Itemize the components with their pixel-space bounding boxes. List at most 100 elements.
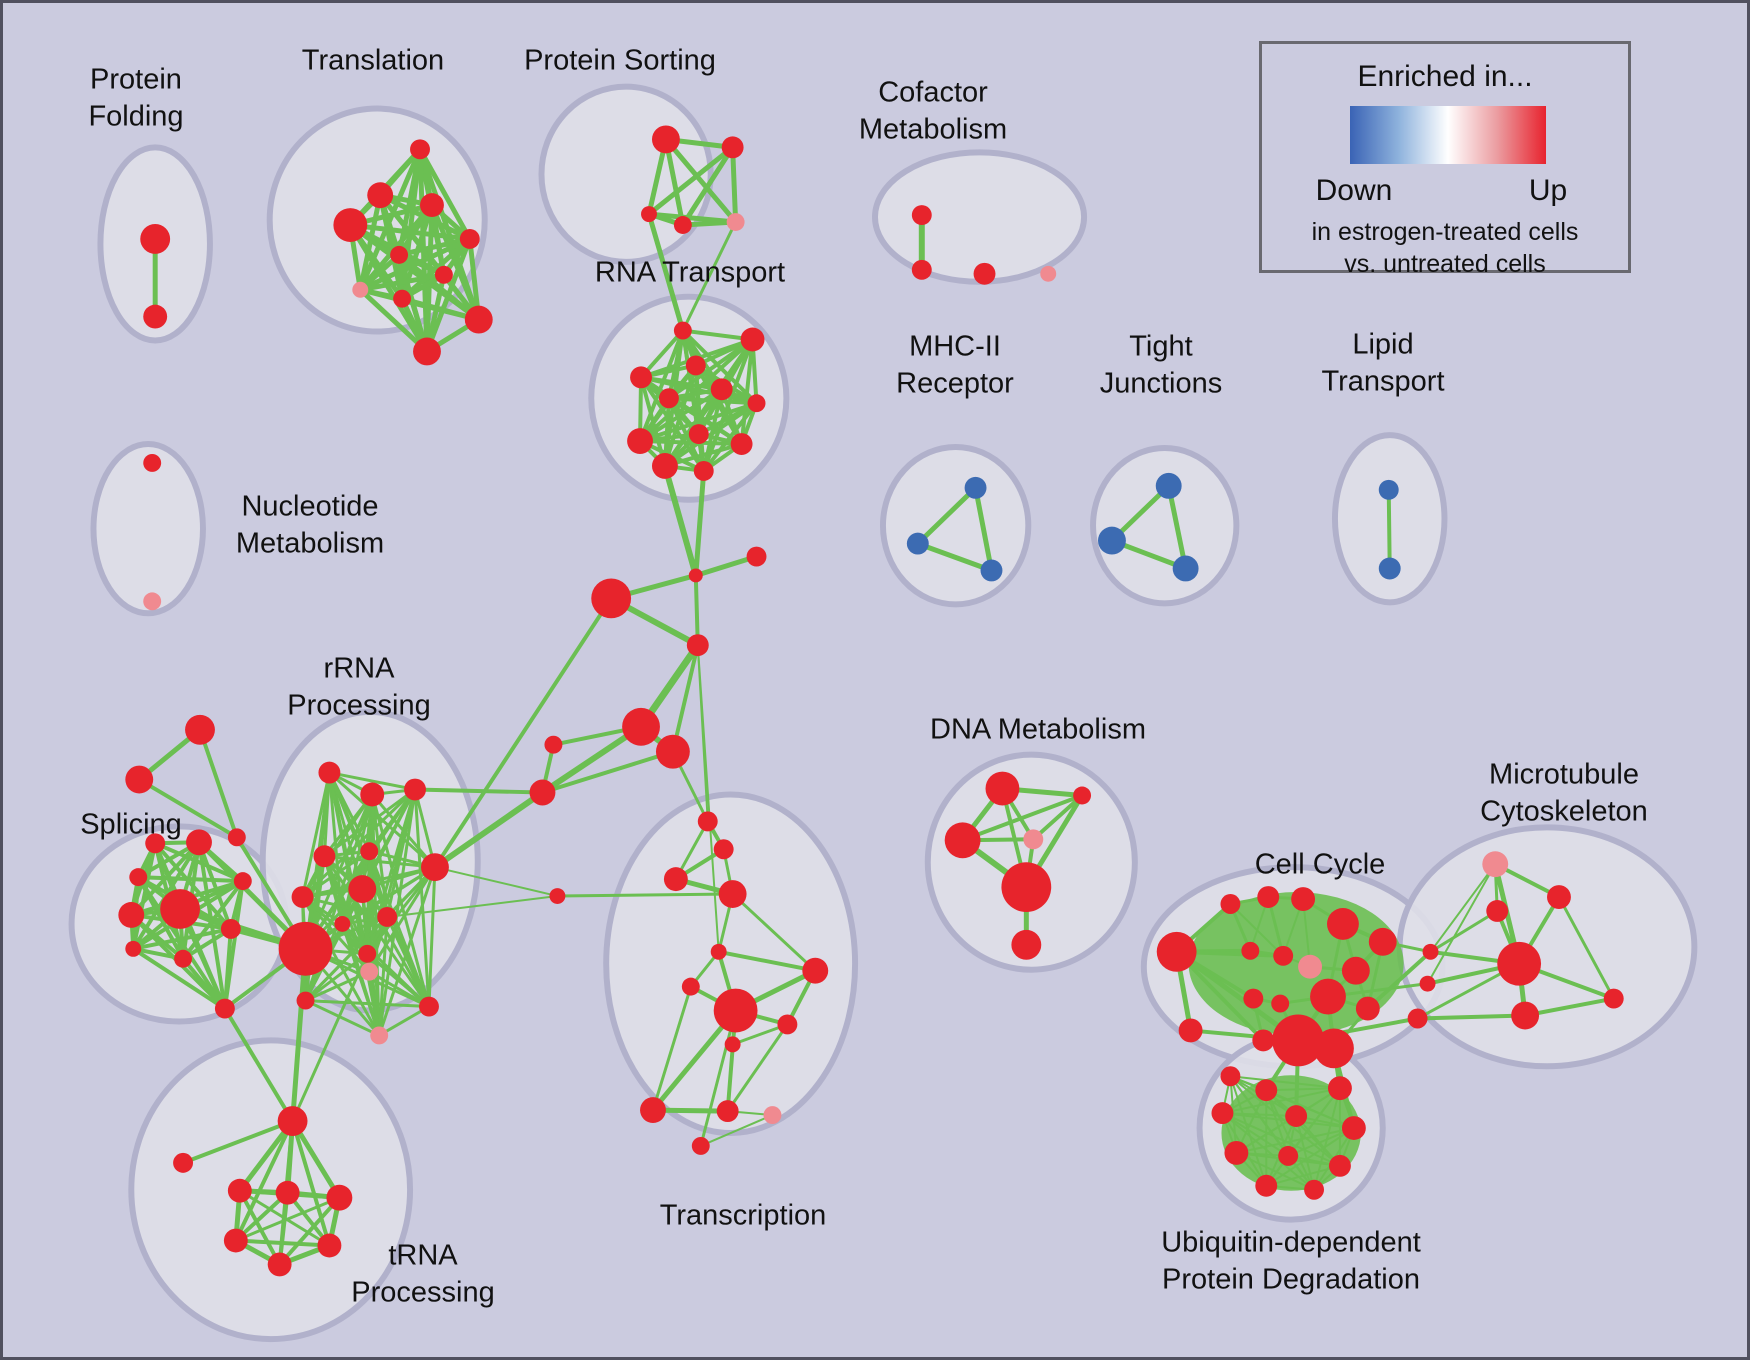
gene-set-node[interactable] bbox=[360, 962, 379, 981]
gene-set-node[interactable] bbox=[1257, 886, 1280, 908]
gene-set-node[interactable] bbox=[390, 245, 409, 264]
gene-set-node[interactable] bbox=[278, 921, 333, 976]
gene-set-node[interactable] bbox=[1327, 1076, 1352, 1101]
gene-set-node[interactable] bbox=[1328, 1154, 1351, 1177]
gene-set-node[interactable] bbox=[1547, 885, 1571, 909]
gene-set-node[interactable] bbox=[1422, 943, 1439, 960]
gene-set-node[interactable] bbox=[313, 845, 336, 868]
gene-set-node[interactable] bbox=[1098, 526, 1126, 555]
gene-set-node[interactable] bbox=[740, 327, 765, 352]
gene-set-node[interactable] bbox=[685, 355, 706, 376]
gene-set-node[interactable] bbox=[1314, 1028, 1354, 1069]
gene-set-node[interactable] bbox=[1001, 862, 1052, 912]
gene-set-node[interactable] bbox=[1368, 927, 1397, 956]
gene-set-node[interactable] bbox=[1486, 900, 1509, 922]
gene-set-node[interactable] bbox=[651, 453, 678, 479]
gene-set-node[interactable] bbox=[1220, 894, 1241, 914]
gene-set-node[interactable] bbox=[125, 940, 142, 957]
gene-set-node[interactable] bbox=[1224, 1140, 1249, 1165]
gene-set-node[interactable] bbox=[1172, 555, 1199, 582]
gene-set-node[interactable] bbox=[944, 822, 981, 859]
gene-set-node[interactable] bbox=[718, 880, 747, 908]
gene-set-node[interactable] bbox=[419, 996, 439, 1017]
gene-set-node[interactable] bbox=[655, 734, 690, 769]
gene-set-node[interactable] bbox=[1073, 786, 1092, 805]
gene-set-node[interactable] bbox=[421, 853, 449, 882]
gene-set-node[interactable] bbox=[334, 915, 351, 932]
gene-set-node[interactable] bbox=[964, 476, 987, 499]
gene-set-node[interactable] bbox=[358, 944, 377, 963]
gene-set-node[interactable] bbox=[1278, 1145, 1299, 1166]
gene-set-node[interactable] bbox=[185, 714, 215, 745]
gene-set-node[interactable] bbox=[724, 1036, 741, 1053]
gene-set-node[interactable] bbox=[1310, 978, 1346, 1015]
gene-set-node[interactable] bbox=[1482, 851, 1509, 878]
gene-set-node[interactable] bbox=[673, 321, 692, 340]
gene-set-node[interactable] bbox=[1341, 1116, 1366, 1140]
gene-set-node[interactable] bbox=[627, 428, 653, 455]
gene-set-node[interactable] bbox=[746, 546, 767, 567]
gene-set-node[interactable] bbox=[227, 828, 246, 847]
gene-set-node[interactable] bbox=[318, 761, 341, 784]
gene-set-node[interactable] bbox=[1497, 941, 1542, 986]
gene-set-node[interactable] bbox=[721, 136, 744, 159]
gene-set-node[interactable] bbox=[160, 889, 200, 929]
gene-set-node[interactable] bbox=[911, 259, 932, 280]
gene-set-node[interactable] bbox=[1156, 931, 1197, 972]
gene-set-node[interactable] bbox=[420, 193, 444, 218]
gene-set-node[interactable] bbox=[673, 216, 692, 234]
gene-set-node[interactable] bbox=[1040, 265, 1057, 282]
gene-set-node[interactable] bbox=[377, 906, 398, 927]
gene-set-node[interactable] bbox=[214, 998, 235, 1019]
gene-set-node[interactable] bbox=[1011, 929, 1042, 960]
gene-set-node[interactable] bbox=[464, 305, 493, 334]
gene-set-node[interactable] bbox=[1271, 994, 1290, 1013]
gene-set-node[interactable] bbox=[973, 262, 996, 285]
gene-set-node[interactable] bbox=[630, 366, 652, 389]
gene-set-node[interactable] bbox=[348, 875, 377, 904]
gene-set-node[interactable] bbox=[713, 839, 734, 860]
gene-set-node[interactable] bbox=[640, 1097, 666, 1124]
gene-set-node[interactable] bbox=[641, 206, 657, 223]
gene-set-node[interactable] bbox=[802, 957, 829, 984]
gene-set-node[interactable] bbox=[459, 228, 480, 249]
gene-set-node[interactable] bbox=[1252, 1029, 1275, 1052]
gene-set-node[interactable] bbox=[658, 388, 679, 409]
gene-set-node[interactable] bbox=[1407, 1008, 1428, 1029]
gene-set-node[interactable] bbox=[434, 265, 453, 284]
gene-set-node[interactable] bbox=[360, 842, 379, 861]
gene-set-node[interactable] bbox=[143, 304, 168, 329]
gene-set-node[interactable] bbox=[549, 888, 566, 905]
gene-set-node[interactable] bbox=[691, 1136, 710, 1155]
gene-set-node[interactable] bbox=[716, 1100, 739, 1123]
gene-set-node[interactable] bbox=[1155, 472, 1182, 499]
gene-set-node[interactable] bbox=[529, 779, 556, 806]
gene-set-node[interactable] bbox=[911, 205, 932, 226]
gene-set-node[interactable] bbox=[174, 949, 193, 968]
gene-set-node[interactable] bbox=[223, 1228, 248, 1253]
gene-set-node[interactable] bbox=[1285, 1105, 1308, 1128]
gene-set-node[interactable] bbox=[173, 1152, 194, 1173]
gene-set-node[interactable] bbox=[413, 337, 441, 366]
gene-set-node[interactable] bbox=[143, 592, 162, 611]
gene-set-node[interactable] bbox=[186, 829, 212, 856]
gene-set-node[interactable] bbox=[710, 943, 727, 960]
gene-set-node[interactable] bbox=[1178, 1018, 1203, 1043]
gene-set-node[interactable] bbox=[275, 1180, 300, 1205]
gene-set-node[interactable] bbox=[686, 634, 709, 657]
gene-set-node[interactable] bbox=[544, 735, 563, 754]
gene-set-node[interactable] bbox=[1511, 1001, 1540, 1030]
gene-set-node[interactable] bbox=[726, 213, 745, 231]
gene-set-node[interactable] bbox=[1419, 975, 1436, 992]
gene-set-node[interactable] bbox=[622, 707, 660, 746]
gene-set-node[interactable] bbox=[296, 991, 315, 1010]
gene-set-node[interactable] bbox=[118, 902, 145, 928]
gene-set-node[interactable] bbox=[291, 886, 314, 908]
gene-set-node[interactable] bbox=[713, 988, 758, 1033]
gene-set-node[interactable] bbox=[352, 281, 369, 298]
gene-set-node[interactable] bbox=[688, 568, 703, 583]
gene-set-node[interactable] bbox=[651, 125, 680, 154]
gene-set-node[interactable] bbox=[710, 378, 733, 401]
gene-set-node[interactable] bbox=[393, 289, 412, 308]
gene-set-node[interactable] bbox=[1272, 1014, 1325, 1067]
